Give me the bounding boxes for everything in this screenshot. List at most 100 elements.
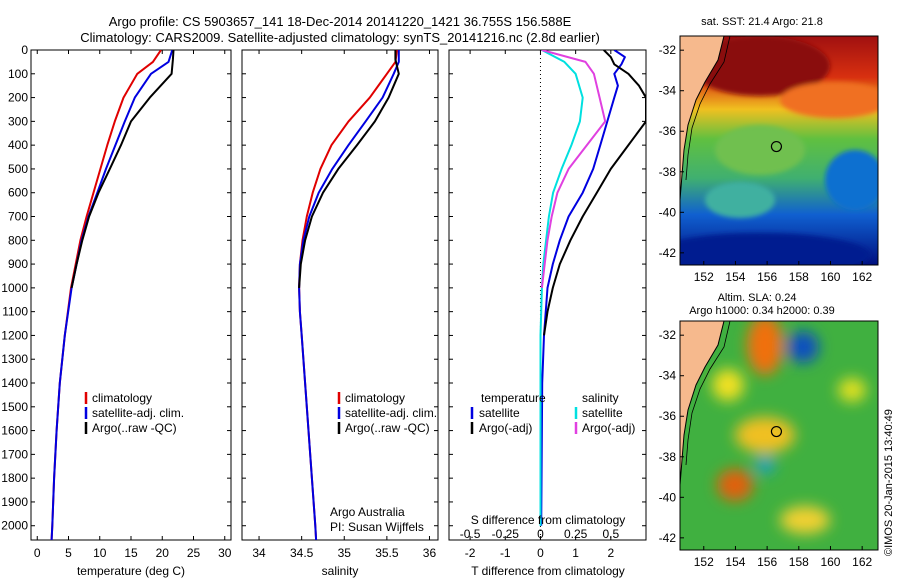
s-tick-label: -0.5 <box>460 527 481 541</box>
sst-cold-south <box>680 233 870 265</box>
x-tick-label: 1 <box>572 546 579 560</box>
map-y-tick-label: -36 <box>659 409 677 423</box>
sst-orange-band <box>780 82 878 118</box>
y-tick-label: 400 <box>8 138 28 152</box>
s-difference-axis: -0.5 -0.25 0 0.25 0.5 <box>460 527 620 541</box>
map-y-tick-label: -32 <box>659 43 677 57</box>
legend-s-satellite-label: satellite <box>582 406 623 420</box>
series-line-argo-raw-qc- <box>70 50 175 289</box>
map-y-tick-label: -34 <box>659 369 677 383</box>
sst-cyan-patch <box>705 182 775 218</box>
x-tick-label: 25 <box>187 546 201 560</box>
map-y-tick-label: -38 <box>659 450 677 464</box>
y-tick-label: 1000 <box>1 281 28 295</box>
difference-legend: temperature salinity satellite Argo(-adj… <box>470 391 635 435</box>
y-tick-label: 800 <box>8 233 28 247</box>
y-tick-label: 1800 <box>1 471 28 485</box>
map-x-tick-label: 152 <box>694 555 714 569</box>
map-y-tick-label: -42 <box>659 246 677 260</box>
y-tick-label: 300 <box>8 114 28 128</box>
sla-high-north <box>747 321 783 375</box>
series-line-temperature-argo-adj- <box>543 50 646 336</box>
legend-t-argo-label: Argo(-adj) <box>479 421 532 435</box>
sst-map: sat. SST: 21.4 Argo: 21.8 152 154 156 158 16… <box>659 16 879 284</box>
legend-argo-label: Argo(..raw -QC) <box>345 421 430 435</box>
salinity-y-tickmarks <box>242 49 438 527</box>
sst-shelf-contour <box>685 36 731 181</box>
series-line-temperature-satellite <box>540 50 626 526</box>
sst-map-title: sat. SST: 21.4 Argo: 21.8 <box>701 16 823 28</box>
t-difference-axis: -2 -1 0 1 2 <box>465 50 614 560</box>
depth-axis: 0 100 200 300 400 500 600 700 800 900 1000 1100 1200… <box>1 43 231 533</box>
map-x-tick-label: 154 <box>725 270 745 284</box>
x-tick-label: 35 <box>338 546 352 560</box>
series-line-salinity-argo-adj- <box>540 50 607 289</box>
series-line-satellite-adj-clim- <box>298 50 400 540</box>
x-tick-label: -2 <box>465 546 476 560</box>
y-tick-label: 700 <box>8 210 28 224</box>
legend-climatology-label: climatology <box>92 391 152 405</box>
x-tick-label: 10 <box>93 546 107 560</box>
s-tick-label: 0.25 <box>564 527 588 541</box>
s-difference-label: S difference from climatology <box>471 513 626 527</box>
map-y-tick-label: -38 <box>659 165 677 179</box>
s-tick-label: 0.5 <box>602 527 619 541</box>
header-line1: Argo profile: CS 5903657_141 18-Dec-2014… <box>109 14 572 29</box>
y-tick-label: 1200 <box>1 328 28 342</box>
salinity-panel: 34 34.5 35 35.5 36 climatology satellite-adj… <box>241 49 439 578</box>
x-tick-label: 0 <box>34 546 41 560</box>
sla-land <box>680 321 725 486</box>
map-y-tick-label: -32 <box>659 328 677 342</box>
series-line-salinity-satellite <box>539 50 584 526</box>
sla-high-east <box>838 378 866 402</box>
temperature-legend: climatology satellite-adj. clim. Argo(..… <box>84 391 184 435</box>
salinity-annotation-line1: Argo Australia <box>330 505 405 519</box>
sst-green-eddy <box>715 125 805 175</box>
sla-high-southeast <box>780 506 830 534</box>
x-tick-label: 36 <box>423 546 437 560</box>
salinity-annotation-line2: PI: Susan Wijffels <box>330 520 424 534</box>
sla-high-center <box>735 417 795 453</box>
t-difference-label: T difference from climatology <box>471 564 625 578</box>
x-tick-label: 0 <box>537 546 544 560</box>
s-tick-label: -0.25 <box>492 527 520 541</box>
y-tick-label: 1500 <box>1 400 28 414</box>
map-y-tick-label: -40 <box>659 205 677 219</box>
temperature-xlabel: temperature (deg C) <box>77 564 185 578</box>
sla-high-west <box>712 369 744 401</box>
temperature-panel: 0100200300400500600700800900100011001200… <box>1 43 231 578</box>
x-tick-label: 35.5 <box>375 546 399 560</box>
sst-blue-patch-east <box>825 150 878 210</box>
map-y-tick-label: -36 <box>659 124 677 138</box>
legend-s-argo-label: Argo(-adj) <box>582 421 635 435</box>
legend-climatology-label: climatology <box>345 391 405 405</box>
y-tick-label: 1100 <box>2 305 28 319</box>
sla-high-south <box>717 469 753 501</box>
salinity-xlabel: salinity <box>322 564 359 578</box>
map-x-tick-label: 162 <box>852 270 872 284</box>
map-y-tick-label: -42 <box>659 531 677 545</box>
map-x-tick-label: 158 <box>789 555 809 569</box>
y-tick-label: 100 <box>8 67 28 81</box>
sst-warm-core <box>690 36 830 96</box>
x-tick-label: 20 <box>156 546 170 560</box>
legend-argo-label: Argo(..raw -QC) <box>92 421 177 435</box>
sst-map-frame <box>679 35 879 266</box>
y-tick-label: 1400 <box>1 376 28 390</box>
salinity-legend: climatology satellite-adj. clim. Argo(..… <box>337 391 437 435</box>
legend-t-satellite-label: satellite <box>479 406 520 420</box>
map-x-tick-label: 162 <box>852 555 872 569</box>
map-x-tick-label: 156 <box>757 270 777 284</box>
sla-low-center <box>755 456 775 474</box>
sla-low-north <box>787 331 819 363</box>
legend-satellite-label: satellite-adj. clim. <box>345 406 437 420</box>
y-tick-label: 0 <box>21 43 28 57</box>
y-tick-label: 1600 <box>1 424 28 438</box>
salinity-axes-frame <box>241 49 439 541</box>
map-x-tick-label: 160 <box>820 270 840 284</box>
s-tick-label: 0 <box>537 527 544 541</box>
y-tick-label: 2000 <box>1 519 28 533</box>
map-x-tick-label: 160 <box>820 555 840 569</box>
temperature-x-axis: 0 5 10 15 20 25 30 <box>34 50 232 560</box>
